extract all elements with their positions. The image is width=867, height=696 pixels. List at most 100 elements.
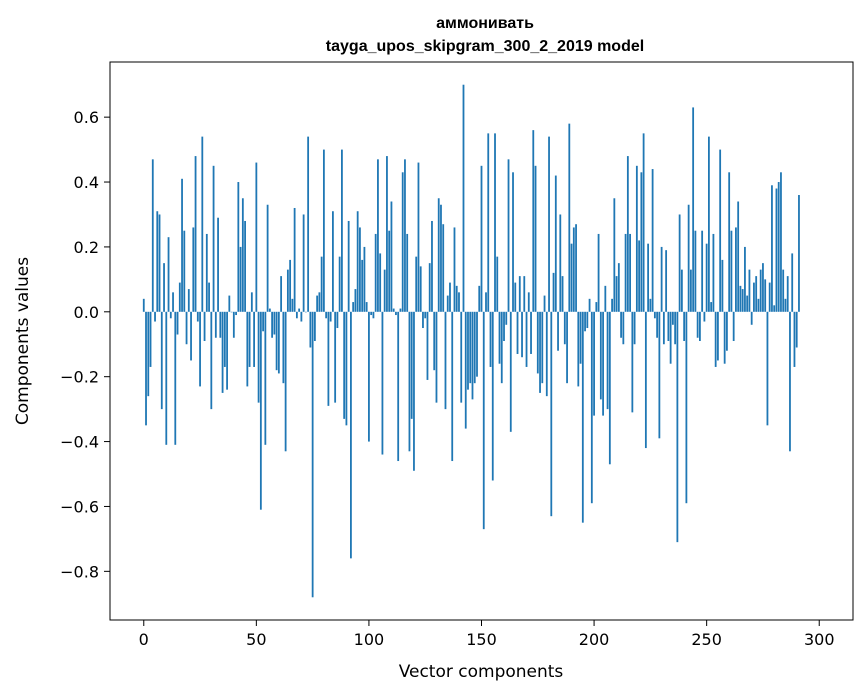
bar-199 bbox=[590, 311, 593, 504]
bar-13 bbox=[172, 292, 174, 312]
bar-210 bbox=[615, 276, 618, 312]
bar-120 bbox=[413, 311, 415, 471]
bar-34 bbox=[219, 311, 222, 338]
bar-93 bbox=[352, 302, 355, 312]
bar-174 bbox=[534, 165, 537, 312]
bar-212 bbox=[620, 311, 622, 338]
x-tick-label: 100 bbox=[354, 630, 385, 649]
bar-164 bbox=[512, 172, 514, 312]
bar-245 bbox=[694, 230, 697, 312]
bar-228 bbox=[656, 311, 659, 338]
bar-178 bbox=[543, 295, 546, 312]
bar-182 bbox=[552, 272, 555, 312]
bar-67 bbox=[293, 207, 296, 312]
bar-287 bbox=[789, 311, 791, 452]
bar-2 bbox=[147, 311, 150, 397]
bar-30 bbox=[210, 311, 213, 410]
bar-108 bbox=[386, 156, 388, 312]
bar-115 bbox=[401, 172, 404, 312]
bar-4 bbox=[151, 159, 154, 312]
bar-99 bbox=[365, 302, 368, 312]
bar-131 bbox=[437, 198, 440, 312]
bar-10 bbox=[165, 311, 168, 445]
bar-11 bbox=[167, 237, 170, 312]
bar-28 bbox=[205, 233, 208, 312]
bar-84 bbox=[332, 211, 334, 312]
bar-147 bbox=[473, 311, 476, 384]
bar-281 bbox=[775, 188, 778, 312]
bar-216 bbox=[629, 233, 631, 312]
bar-215 bbox=[626, 156, 629, 312]
x-tick-label: 250 bbox=[691, 630, 722, 649]
bar-44 bbox=[241, 198, 244, 312]
bar-110 bbox=[390, 201, 393, 312]
bar-236 bbox=[674, 311, 677, 345]
bar-232 bbox=[665, 250, 668, 312]
bar-92 bbox=[350, 311, 352, 559]
bar-189 bbox=[568, 123, 571, 312]
bar-161 bbox=[505, 311, 508, 325]
bar-146 bbox=[471, 311, 474, 400]
bar-274 bbox=[759, 269, 762, 312]
bar-248 bbox=[701, 230, 704, 312]
bar-148 bbox=[476, 311, 478, 377]
bar-211 bbox=[617, 263, 620, 312]
bar-214 bbox=[624, 233, 627, 312]
bar-122 bbox=[417, 162, 420, 312]
bar-117 bbox=[406, 233, 409, 312]
y-tick-label: −0.6 bbox=[60, 497, 99, 516]
bar-138 bbox=[453, 227, 456, 312]
bar-283 bbox=[780, 172, 782, 312]
bar-56 bbox=[268, 308, 271, 312]
bar-250 bbox=[705, 243, 708, 312]
y-tick-label: 0.6 bbox=[74, 108, 99, 127]
bar-71 bbox=[302, 214, 305, 312]
bar-263 bbox=[735, 227, 737, 312]
bar-48 bbox=[250, 292, 253, 312]
bar-46 bbox=[246, 311, 249, 387]
bar-40 bbox=[232, 311, 235, 338]
bar-129 bbox=[433, 311, 436, 371]
bar-66 bbox=[291, 298, 294, 312]
bar-225 bbox=[649, 298, 652, 312]
bar-206 bbox=[606, 311, 609, 410]
bar-196 bbox=[584, 311, 586, 332]
bar-77 bbox=[316, 295, 319, 312]
bar-105 bbox=[379, 253, 382, 312]
bar-230 bbox=[660, 246, 663, 312]
x-tick-label: 200 bbox=[579, 630, 610, 649]
bar-267 bbox=[744, 246, 746, 312]
bar-33 bbox=[217, 217, 219, 312]
bar-222 bbox=[642, 133, 645, 312]
bar-266 bbox=[741, 289, 744, 312]
bar-186 bbox=[561, 276, 564, 312]
bar-166 bbox=[516, 311, 519, 354]
bar-62 bbox=[282, 311, 285, 384]
bar-118 bbox=[408, 311, 411, 452]
bar-20 bbox=[187, 289, 190, 312]
bar-276 bbox=[764, 279, 767, 312]
chart-title-line1: аммонивать bbox=[436, 15, 534, 32]
bar-35 bbox=[221, 311, 224, 393]
bar-116 bbox=[404, 159, 406, 312]
bar-255 bbox=[717, 311, 719, 361]
bar-202 bbox=[597, 233, 600, 312]
bar-63 bbox=[284, 311, 287, 452]
bar-207 bbox=[608, 311, 611, 465]
bar-159 bbox=[500, 311, 503, 384]
bar-184 bbox=[557, 311, 559, 351]
bars-group bbox=[142, 84, 800, 598]
bar-179 bbox=[545, 311, 548, 397]
bar-45 bbox=[244, 220, 246, 312]
bar-165 bbox=[514, 282, 517, 312]
bar-218 bbox=[633, 311, 636, 345]
bar-286 bbox=[786, 276, 789, 312]
plot-frame bbox=[109, 61, 854, 621]
bar-65 bbox=[289, 259, 292, 312]
bar-134 bbox=[444, 311, 447, 410]
bar-288 bbox=[791, 253, 794, 312]
bar-265 bbox=[739, 285, 742, 312]
bar-277 bbox=[766, 311, 769, 426]
bar-169 bbox=[523, 276, 526, 312]
bar-109 bbox=[388, 230, 391, 312]
